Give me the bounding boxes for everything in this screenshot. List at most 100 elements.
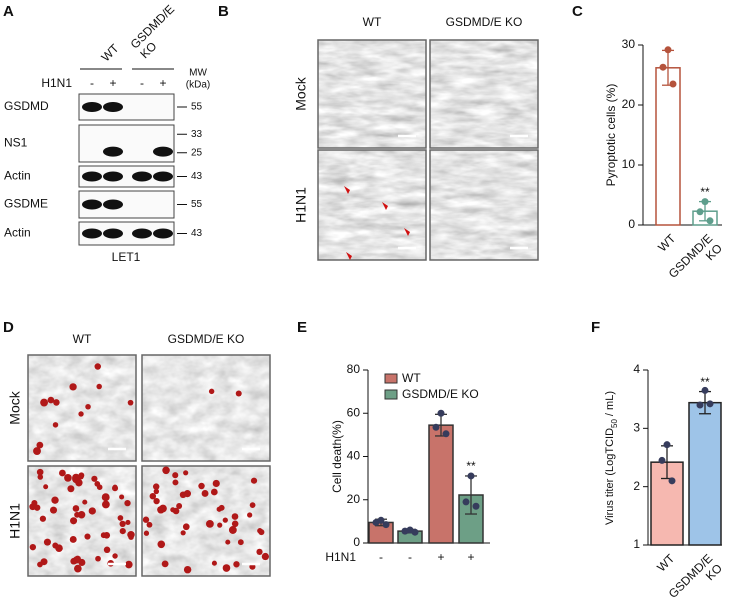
column-label: WT: [363, 15, 382, 29]
row-label: H1N1: [293, 187, 309, 223]
dead-cell-stain: [36, 468, 44, 476]
dead-cell-stain: [33, 447, 41, 455]
data-point: [663, 441, 671, 449]
mw-label: MW: [189, 68, 207, 79]
dead-cell-stain: [119, 528, 126, 535]
blot-band: [103, 102, 123, 112]
dead-cell-stain: [52, 542, 59, 549]
mw-value: 55: [191, 102, 203, 113]
y-tick-label: 20: [622, 97, 636, 111]
dead-cell-stain: [157, 540, 166, 549]
dead-cell-stain: [183, 470, 189, 476]
dead-cell-stain: [70, 557, 78, 565]
dead-cell-stain: [249, 502, 256, 509]
dead-cell-stain: [40, 558, 48, 566]
legend-swatch: [384, 389, 398, 400]
micrograph-border: [317, 39, 427, 149]
micrograph-border: [429, 149, 539, 261]
dead-cell-stain: [52, 422, 59, 428]
dead-cell-stain: [222, 517, 228, 523]
micrograph-border: [141, 465, 271, 577]
y-tick-label: 40: [347, 449, 361, 463]
blot-band: [153, 171, 173, 182]
dead-cell-stain: [237, 539, 244, 546]
dead-cell-stain: [142, 516, 150, 523]
dead-cell-stain: [70, 517, 78, 525]
dead-cell-stain: [94, 363, 101, 370]
dead-cell-stain: [112, 485, 119, 492]
micrograph: [318, 40, 426, 148]
x-tick-label: -: [408, 550, 412, 564]
dead-cell-stain: [119, 494, 125, 500]
panel-label: A: [3, 3, 14, 20]
dead-cell-stain: [37, 474, 44, 480]
dead-cell-stain: [247, 512, 253, 518]
dead-cell-stain: [40, 398, 49, 407]
dead-cell-stain: [149, 492, 157, 500]
blot-row-label: NS1: [4, 136, 28, 150]
dead-cell-stain: [117, 515, 124, 521]
dead-cell-stain: [53, 399, 60, 406]
blot-strip: [78, 190, 175, 219]
blot-band: [103, 146, 123, 157]
data-point: [472, 502, 480, 510]
mw-value: 43: [191, 171, 203, 182]
dead-cell-stain: [88, 507, 96, 515]
dead-cell-stain: [77, 511, 86, 519]
blot-band: [82, 199, 102, 210]
arrowhead: [382, 202, 388, 210]
data-point: [442, 430, 450, 438]
dead-cell-stain: [78, 411, 84, 417]
blot-band: [103, 228, 123, 239]
panel-label: F: [591, 319, 600, 336]
dead-cell-stain: [39, 515, 47, 522]
mw-value: 25: [191, 147, 203, 158]
x-tick-label: WT: [654, 551, 678, 575]
dead-cell-stain: [51, 496, 59, 504]
blot-band: [103, 199, 123, 210]
column-label: WT: [73, 332, 92, 346]
dead-cell-stain: [84, 533, 91, 540]
y-axis-title: Virus titer (LogTCID50 / mL): [604, 391, 619, 525]
micrograph-border: [27, 354, 137, 462]
dead-cell-stain: [183, 565, 192, 574]
x-tick-label: -: [379, 550, 383, 564]
panel-label: D: [3, 319, 14, 336]
dead-cell-stain: [125, 560, 133, 569]
dead-cell-stain: [72, 505, 80, 512]
dead-cell-stain: [64, 474, 72, 482]
dead-cell-stain: [222, 564, 231, 572]
dead-cell-stain: [256, 548, 263, 555]
data-point: [411, 528, 419, 536]
dead-cell-stain: [78, 558, 86, 566]
dead-cell-stain: [235, 390, 242, 397]
dead-cell-stain: [59, 469, 66, 477]
data-point: [668, 477, 676, 485]
dead-cell-stain: [101, 493, 110, 502]
y-tick-label: 0: [353, 535, 360, 549]
bar: [655, 67, 681, 226]
dead-cell-stain: [47, 396, 55, 404]
dead-cell-stain: [179, 491, 187, 499]
dead-cell-stain: [119, 520, 126, 528]
dead-cell-stain: [82, 499, 88, 505]
dead-cell-stain: [103, 546, 111, 554]
dead-cell-stain: [67, 485, 75, 493]
treatment-label: H1N1: [41, 76, 72, 90]
blot-strip: [78, 124, 175, 163]
micrograph: [430, 150, 538, 260]
dead-cell-stain: [69, 535, 77, 543]
legend-label: WT: [402, 371, 421, 385]
dead-cell-stain: [74, 511, 80, 518]
dead-cell-stain: [100, 532, 107, 539]
x-tick-label: WT: [655, 231, 679, 255]
x-axis-title: H1N1: [325, 550, 356, 564]
micrograph: [28, 355, 136, 461]
dead-cell-stain: [29, 543, 37, 551]
dead-cell-stain: [146, 521, 153, 528]
dead-cell-stain: [153, 488, 160, 495]
significance: **: [700, 185, 710, 199]
dead-cell-stain: [96, 383, 102, 390]
micrograph: [318, 150, 426, 260]
